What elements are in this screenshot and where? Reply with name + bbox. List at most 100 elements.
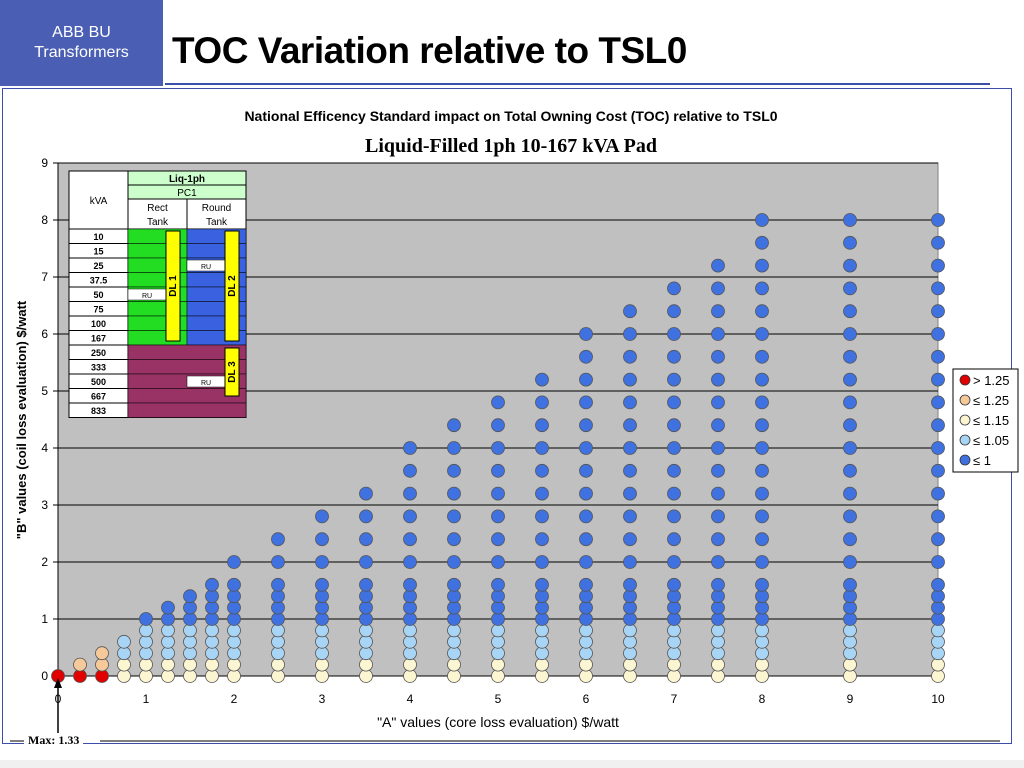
x-tick-label: 3 bbox=[319, 692, 326, 706]
data-point bbox=[579, 486, 593, 501]
data-point bbox=[711, 486, 725, 501]
data-point bbox=[579, 577, 593, 592]
data-point bbox=[227, 577, 241, 592]
brand-line-1: ABB BU bbox=[52, 24, 111, 41]
data-point bbox=[755, 349, 769, 364]
data-point bbox=[535, 532, 549, 547]
data-point bbox=[667, 555, 681, 569]
brand-line-2: Transformers bbox=[34, 44, 129, 61]
inset-dl3 bbox=[224, 347, 240, 397]
data-point bbox=[623, 577, 637, 592]
data-point bbox=[227, 555, 241, 569]
data-point bbox=[623, 509, 637, 524]
inset-col1-l2: Tank bbox=[147, 217, 169, 228]
inset-kva-value: 833 bbox=[91, 406, 106, 416]
data-point bbox=[535, 486, 549, 501]
inset-dl2 bbox=[224, 230, 240, 342]
data-point bbox=[491, 441, 505, 455]
data-point bbox=[843, 555, 857, 569]
data-point bbox=[623, 441, 637, 455]
data-point bbox=[931, 577, 945, 592]
inset-dl1-label: DL 1 bbox=[168, 275, 179, 297]
data-point bbox=[711, 441, 725, 455]
data-point bbox=[535, 418, 549, 433]
data-point bbox=[843, 509, 857, 524]
data-point bbox=[623, 327, 637, 341]
data-point bbox=[843, 281, 857, 296]
title-rule bbox=[165, 83, 990, 85]
data-point bbox=[755, 235, 769, 250]
data-point bbox=[535, 395, 549, 410]
data-point bbox=[491, 532, 505, 547]
data-point bbox=[491, 395, 505, 410]
x-tick-label: 5 bbox=[495, 692, 502, 706]
data-point bbox=[711, 418, 725, 433]
data-point bbox=[931, 258, 945, 273]
legend-marker bbox=[959, 414, 971, 426]
data-point bbox=[403, 486, 417, 501]
data-point bbox=[931, 418, 945, 433]
data-point bbox=[843, 577, 857, 592]
data-point bbox=[711, 304, 725, 319]
x-tick-label: 7 bbox=[671, 692, 678, 706]
chart-subtitle: Liquid-Filled 1ph 10-167 kVA Pad bbox=[365, 135, 657, 157]
inset-kva-value: 100 bbox=[91, 319, 106, 329]
data-point bbox=[117, 634, 131, 649]
y-tick-label: 1 bbox=[41, 612, 48, 626]
data-point bbox=[535, 555, 549, 569]
data-point bbox=[403, 532, 417, 547]
inset-kva-value: 37.5 bbox=[90, 276, 108, 286]
inset-col2-l1: Round bbox=[202, 203, 231, 214]
data-point bbox=[755, 441, 769, 455]
inset-dl3-label: DL 3 bbox=[227, 361, 238, 383]
data-point bbox=[755, 463, 769, 478]
inset-kva-label: kVA bbox=[90, 196, 108, 207]
inset-col2-l2: Tank bbox=[206, 217, 228, 228]
data-point bbox=[579, 372, 593, 387]
page-title: TOC Variation relative to TSL0 bbox=[172, 30, 687, 71]
data-point bbox=[447, 555, 461, 569]
data-point bbox=[931, 463, 945, 478]
inset-kva-value: 50 bbox=[93, 290, 103, 300]
legend-marker bbox=[959, 394, 971, 406]
x-tick-label: 9 bbox=[847, 692, 854, 706]
data-point bbox=[843, 304, 857, 319]
inset-large-cell bbox=[127, 402, 247, 418]
y-tick-label: 8 bbox=[41, 213, 48, 227]
data-point bbox=[447, 486, 461, 501]
y-tick-label: 0 bbox=[41, 669, 48, 683]
data-point bbox=[931, 304, 945, 319]
inset-kva-value: 667 bbox=[91, 392, 106, 402]
data-point bbox=[315, 532, 329, 547]
inset-ru-round-500-text: RU bbox=[201, 380, 211, 387]
inset-kva-value: 167 bbox=[91, 334, 106, 344]
data-point bbox=[271, 577, 285, 592]
inset-kva-value: 250 bbox=[91, 348, 106, 358]
data-point bbox=[161, 600, 175, 615]
data-point bbox=[579, 418, 593, 433]
y-tick-label: 4 bbox=[41, 441, 48, 455]
data-point bbox=[843, 532, 857, 547]
data-point bbox=[73, 657, 87, 672]
inset-kva-value: 500 bbox=[91, 377, 106, 387]
data-point bbox=[491, 463, 505, 478]
data-point bbox=[623, 395, 637, 410]
data-point bbox=[755, 577, 769, 592]
inset-ru-round-25-text: RU bbox=[201, 264, 211, 271]
data-point bbox=[359, 486, 373, 501]
data-point bbox=[403, 555, 417, 569]
data-point bbox=[843, 372, 857, 387]
data-point bbox=[491, 486, 505, 501]
data-point bbox=[711, 327, 725, 341]
y-tick-label: 3 bbox=[41, 498, 48, 512]
data-point bbox=[931, 486, 945, 501]
inset-col1-header bbox=[127, 198, 188, 230]
data-point bbox=[271, 532, 285, 547]
max-note: Max: 1.33 bbox=[24, 733, 84, 748]
brand-block: ABB BU Transformers bbox=[0, 0, 163, 86]
data-point bbox=[755, 372, 769, 387]
x-tick-label: 8 bbox=[759, 692, 766, 706]
data-point bbox=[755, 395, 769, 410]
data-point bbox=[667, 509, 681, 524]
data-point bbox=[843, 258, 857, 273]
